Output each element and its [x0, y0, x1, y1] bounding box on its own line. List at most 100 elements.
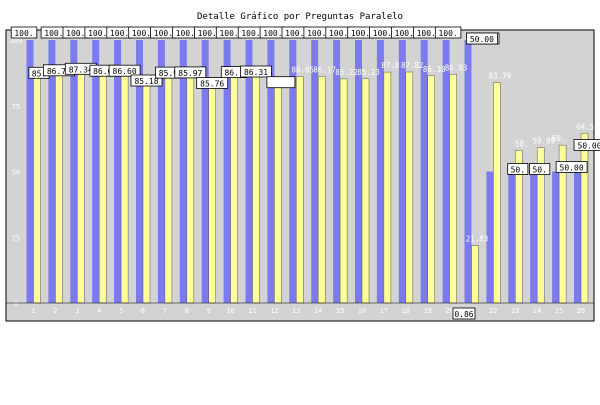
value-label-series-b-21: 21.83	[466, 235, 489, 244]
value-label-series-b-8: 85.97	[174, 66, 207, 79]
value-label-series-b-17: 87.8	[381, 61, 400, 70]
value-label-text: 85.76	[200, 80, 224, 89]
value-label-box	[555, 161, 588, 173]
value-label-text: 100.	[373, 29, 392, 38]
value-label-text: 50.	[532, 166, 546, 175]
value-label-text: 100.	[154, 29, 173, 38]
value-label-text: 86.31	[244, 68, 268, 77]
x-tick-label-8: 8	[185, 307, 189, 315]
bar-series-b-4	[98, 74, 107, 304]
bar-series-a-17	[376, 40, 384, 303]
value-label-text: 0.86	[454, 310, 473, 319]
value-label-text: 86.6	[93, 67, 112, 76]
value-label-text: 100.	[285, 29, 304, 38]
bar-series-b-2	[55, 74, 63, 304]
value-label-text: 100.	[438, 29, 457, 38]
value-label-box	[130, 74, 163, 87]
x-tick-label-25: 25	[555, 307, 563, 315]
bar-series-a-25	[552, 171, 560, 303]
value-label-series-b-20: 86.93	[445, 63, 468, 72]
x-tick-label-6: 6	[141, 307, 145, 315]
bar-series-a-15	[333, 40, 341, 303]
x-tick-label-13: 13	[292, 307, 300, 315]
value-label-text: 85.97	[178, 69, 202, 78]
bar-series-a-21	[464, 40, 472, 303]
x-tick-label-11: 11	[248, 307, 256, 315]
value-label-text: 100.	[44, 29, 63, 38]
bar-series-b-3	[77, 73, 85, 304]
bar-series-a-24	[530, 171, 538, 303]
bar-series-a-6	[136, 40, 143, 303]
value-label-series-b-11: 86.31	[240, 65, 272, 78]
value-label-series-b-23: 58.	[515, 140, 529, 149]
value-label-box	[10, 26, 38, 39]
bar-series-b-6	[142, 78, 151, 304]
bar-series-a-20	[442, 40, 450, 303]
bar-series-a-19	[420, 40, 428, 303]
value-label-text: 100.	[219, 29, 238, 38]
value-label-box	[196, 77, 229, 89]
bar-series-b-9	[208, 77, 216, 304]
value-label-text: 50.00	[560, 164, 584, 173]
bar-series-a-26	[574, 171, 581, 303]
bar-series-a-12	[267, 40, 275, 303]
bar-series-b-5	[120, 74, 129, 304]
y-tick-label: 100	[10, 37, 23, 45]
value-label-text: 50.	[511, 166, 525, 175]
value-label-text: 100.	[329, 29, 348, 38]
y-tick-label: 75	[12, 103, 20, 111]
x-tick-label-14: 14	[314, 307, 322, 315]
x-tick-label-16: 16	[358, 307, 366, 315]
value-label-series-b-26: 64.52	[576, 122, 599, 131]
value-label-text: 100.	[351, 29, 370, 38]
value-label-series-b-19: 86.38	[423, 65, 446, 74]
value-label-bottom-stray: 0.86	[452, 307, 476, 320]
x-tick-label-12: 12	[270, 307, 278, 315]
x-tick-label-7: 7	[163, 307, 167, 315]
bar-series-a-1	[26, 40, 34, 303]
bar-series-b-15	[339, 78, 348, 304]
bar-series-b-8	[186, 76, 195, 304]
series-a-bars	[26, 40, 581, 303]
value-label-text: 100.	[417, 29, 436, 38]
bar-series-a-10	[223, 40, 231, 303]
x-tick-label-20: 20	[445, 307, 453, 315]
value-label-series-b-12	[266, 76, 296, 89]
bar-series-a-2	[48, 40, 56, 303]
value-label-text: 100.	[263, 29, 282, 38]
value-label-text: 86.76	[47, 67, 71, 76]
value-label-series-b-18: 87.82	[401, 61, 424, 70]
value-label-box	[529, 163, 551, 175]
x-tick-label-19: 19	[423, 307, 431, 315]
value-label-series-b-13: 86.05	[292, 66, 315, 75]
series-a-value-labels: 100. 100. 100. 100. 100. 100. 100. 100. 100. 100.…	[10, 26, 600, 320]
bar-series-b-17	[383, 71, 392, 304]
x-axis-ticks: 1234567891011121314151617181920212223242…	[6, 302, 594, 315]
y-tick-label: 50	[12, 169, 20, 177]
bar-series-b-20	[449, 74, 457, 304]
x-tick-label-5: 5	[119, 307, 123, 315]
value-label-box	[108, 64, 141, 77]
value-label-series-b-9: 85.76	[196, 77, 229, 89]
chart-title: Detalle Gráfico por Preguntas Paralelo	[197, 12, 403, 22]
bar-series-a-3	[70, 40, 78, 303]
value-label-text: 85.	[32, 69, 46, 78]
bar-series-b-18	[405, 71, 414, 304]
bar-series-a-7	[157, 40, 165, 303]
bar-series-b-22	[493, 82, 501, 304]
x-tick-label-18: 18	[402, 307, 410, 315]
value-label-text: 100.	[198, 29, 217, 38]
bar-series-a-11	[245, 40, 253, 303]
value-label-text: 86.1	[224, 69, 243, 78]
value-label-text: 85.9	[159, 69, 178, 78]
bar-series-a-9	[201, 40, 209, 303]
value-label-text: 86.60	[113, 67, 137, 76]
bar-series-b-19	[427, 75, 435, 304]
bar-series-a-4	[92, 40, 100, 303]
bar-series-b-7	[164, 76, 173, 304]
bar-series-b-26	[580, 133, 589, 304]
bar-series-a-16	[355, 40, 362, 303]
value-label-text: 100.	[241, 29, 260, 38]
